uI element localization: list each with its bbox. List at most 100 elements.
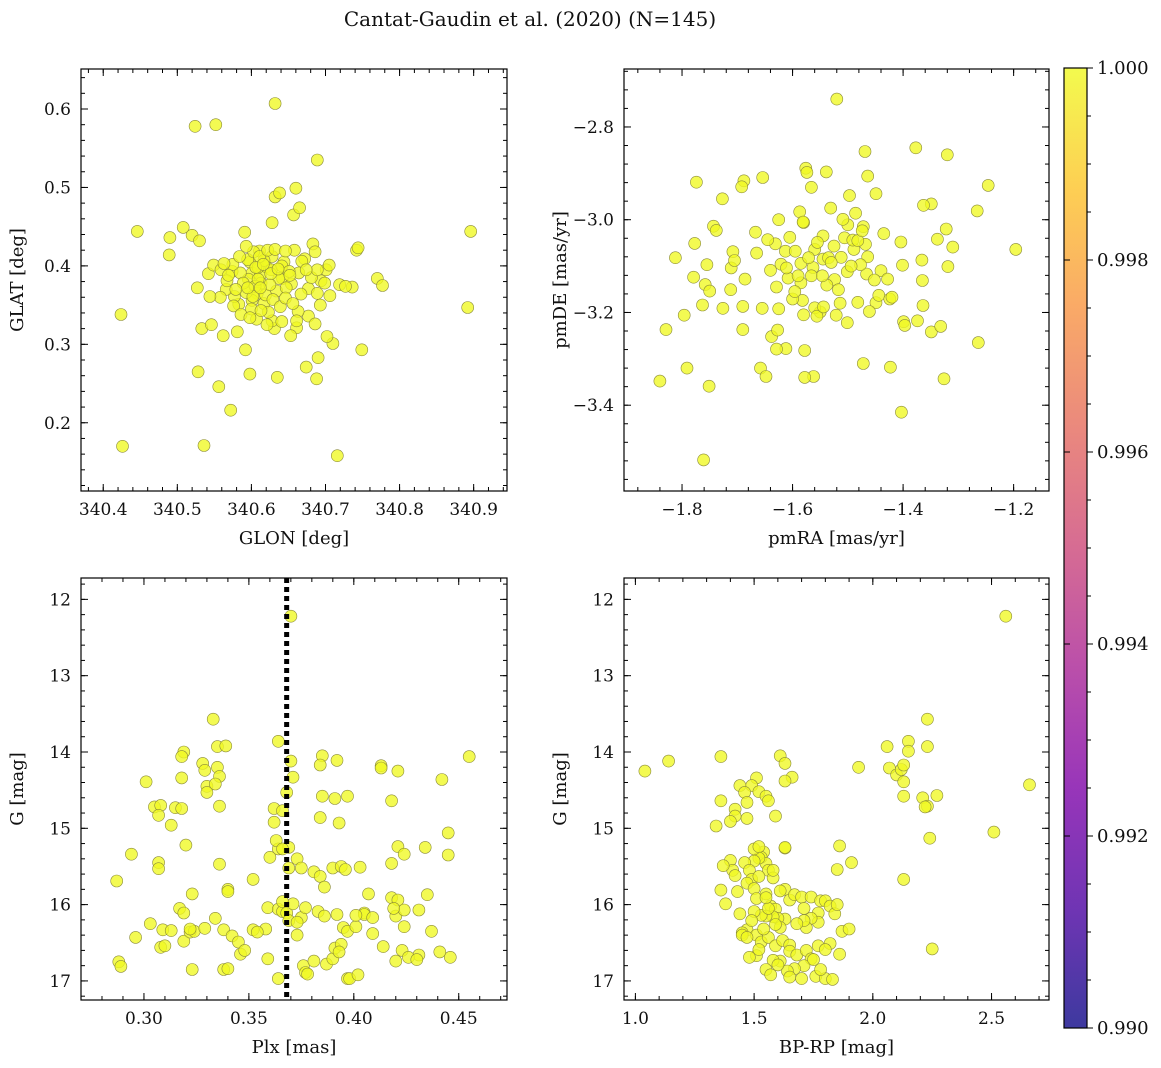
data-point [897,789,911,803]
data-point [152,808,165,822]
x-tick-label: −1.8 [661,500,702,520]
data-point [397,920,411,934]
data-point [805,269,818,283]
data-point [205,318,218,332]
data-point [770,342,783,356]
data-point [790,917,804,931]
x-tick-label: −1.4 [882,500,923,520]
data-point [290,915,304,929]
data-point [239,240,253,253]
data-point [916,274,929,287]
data-point [824,256,838,269]
data-point [294,861,308,875]
data-point [915,253,929,267]
data-point [902,744,915,758]
y-tick-label: 14 [49,743,71,763]
data-point [921,712,934,726]
y-tick-label: 0.3 [44,335,71,355]
data-point [385,794,398,808]
data-point [811,236,824,249]
axes-frame [623,577,1050,1001]
data-point [807,953,820,966]
y-tick-label: 17 [592,972,614,992]
data-point [376,940,390,953]
data-point [824,201,838,215]
data-point [175,771,188,785]
data-point [897,775,911,789]
data-point [885,290,899,304]
data-point [797,902,811,915]
data-point [771,323,784,337]
colorbar-ticks: 0.990 0.992 0.994 0.996 0.998 1.000 [1064,58,1149,1039]
points-sky [114,97,478,463]
data-point [700,258,714,272]
data-point [703,284,717,298]
data-point [861,169,875,183]
data-point [209,911,222,925]
data-point [318,276,332,290]
data-point [918,800,932,814]
data-point [152,862,165,876]
x-axis-label: GLON [deg] [239,528,349,549]
y-axis-label: G [mag] [7,752,28,825]
data-point [731,885,744,898]
data-point [830,92,844,106]
data-point [728,869,742,882]
data-point [833,296,847,310]
data-point [770,280,783,294]
data-point [239,343,252,357]
data-point [229,283,243,296]
data-point [855,224,869,238]
data-point [816,269,829,283]
data-point [461,301,475,314]
y-axis-label: pmDE [mas/yr] [550,211,571,349]
data-point [736,300,750,313]
data-point [243,367,257,381]
data-point [198,921,212,935]
data-point [677,308,691,322]
data-point [254,304,268,317]
data-point [863,305,876,318]
colorbar-tick-label: 0.998 [1097,250,1149,271]
data-point [714,794,728,808]
panel-parallax: 0.30 0.35 0.40 0.45 12 13 14 15 16 17 Plx [mas] G [… [7,577,508,1058]
data-point [203,290,217,303]
data-point [164,924,178,937]
data-point [778,774,792,788]
data-point [284,329,298,343]
data-point [780,261,793,275]
data-point [246,873,260,886]
data-point [917,199,930,212]
data-point [290,314,303,328]
data-point [898,319,912,332]
data-point [750,246,763,260]
y-tick-label: 15 [592,819,614,839]
data-point [851,295,865,309]
data-point [761,233,775,246]
data-point [756,171,770,184]
y-tick-label: 0.6 [44,100,71,120]
data-point [845,856,858,869]
y-tick-label: −3.2 [573,303,614,323]
x-tick-label: 0.45 [440,1009,478,1029]
points-propermotion [653,92,1023,467]
data-point [299,263,313,277]
data-point [315,789,329,803]
data-point [814,963,827,976]
data-point [769,918,782,931]
y-axis-label: G [mag] [550,752,571,825]
data-point [216,329,230,343]
data-point [759,370,773,383]
data-point [212,380,226,394]
colorbar-tick-label: 0.996 [1097,442,1149,463]
data-point [819,165,833,179]
data-point [271,262,285,276]
data-point [830,898,844,911]
data-point [261,901,275,915]
data-point [757,922,770,936]
data-point [881,272,894,286]
data-point [740,796,754,809]
data-point [802,251,815,265]
data-point [1009,243,1023,256]
